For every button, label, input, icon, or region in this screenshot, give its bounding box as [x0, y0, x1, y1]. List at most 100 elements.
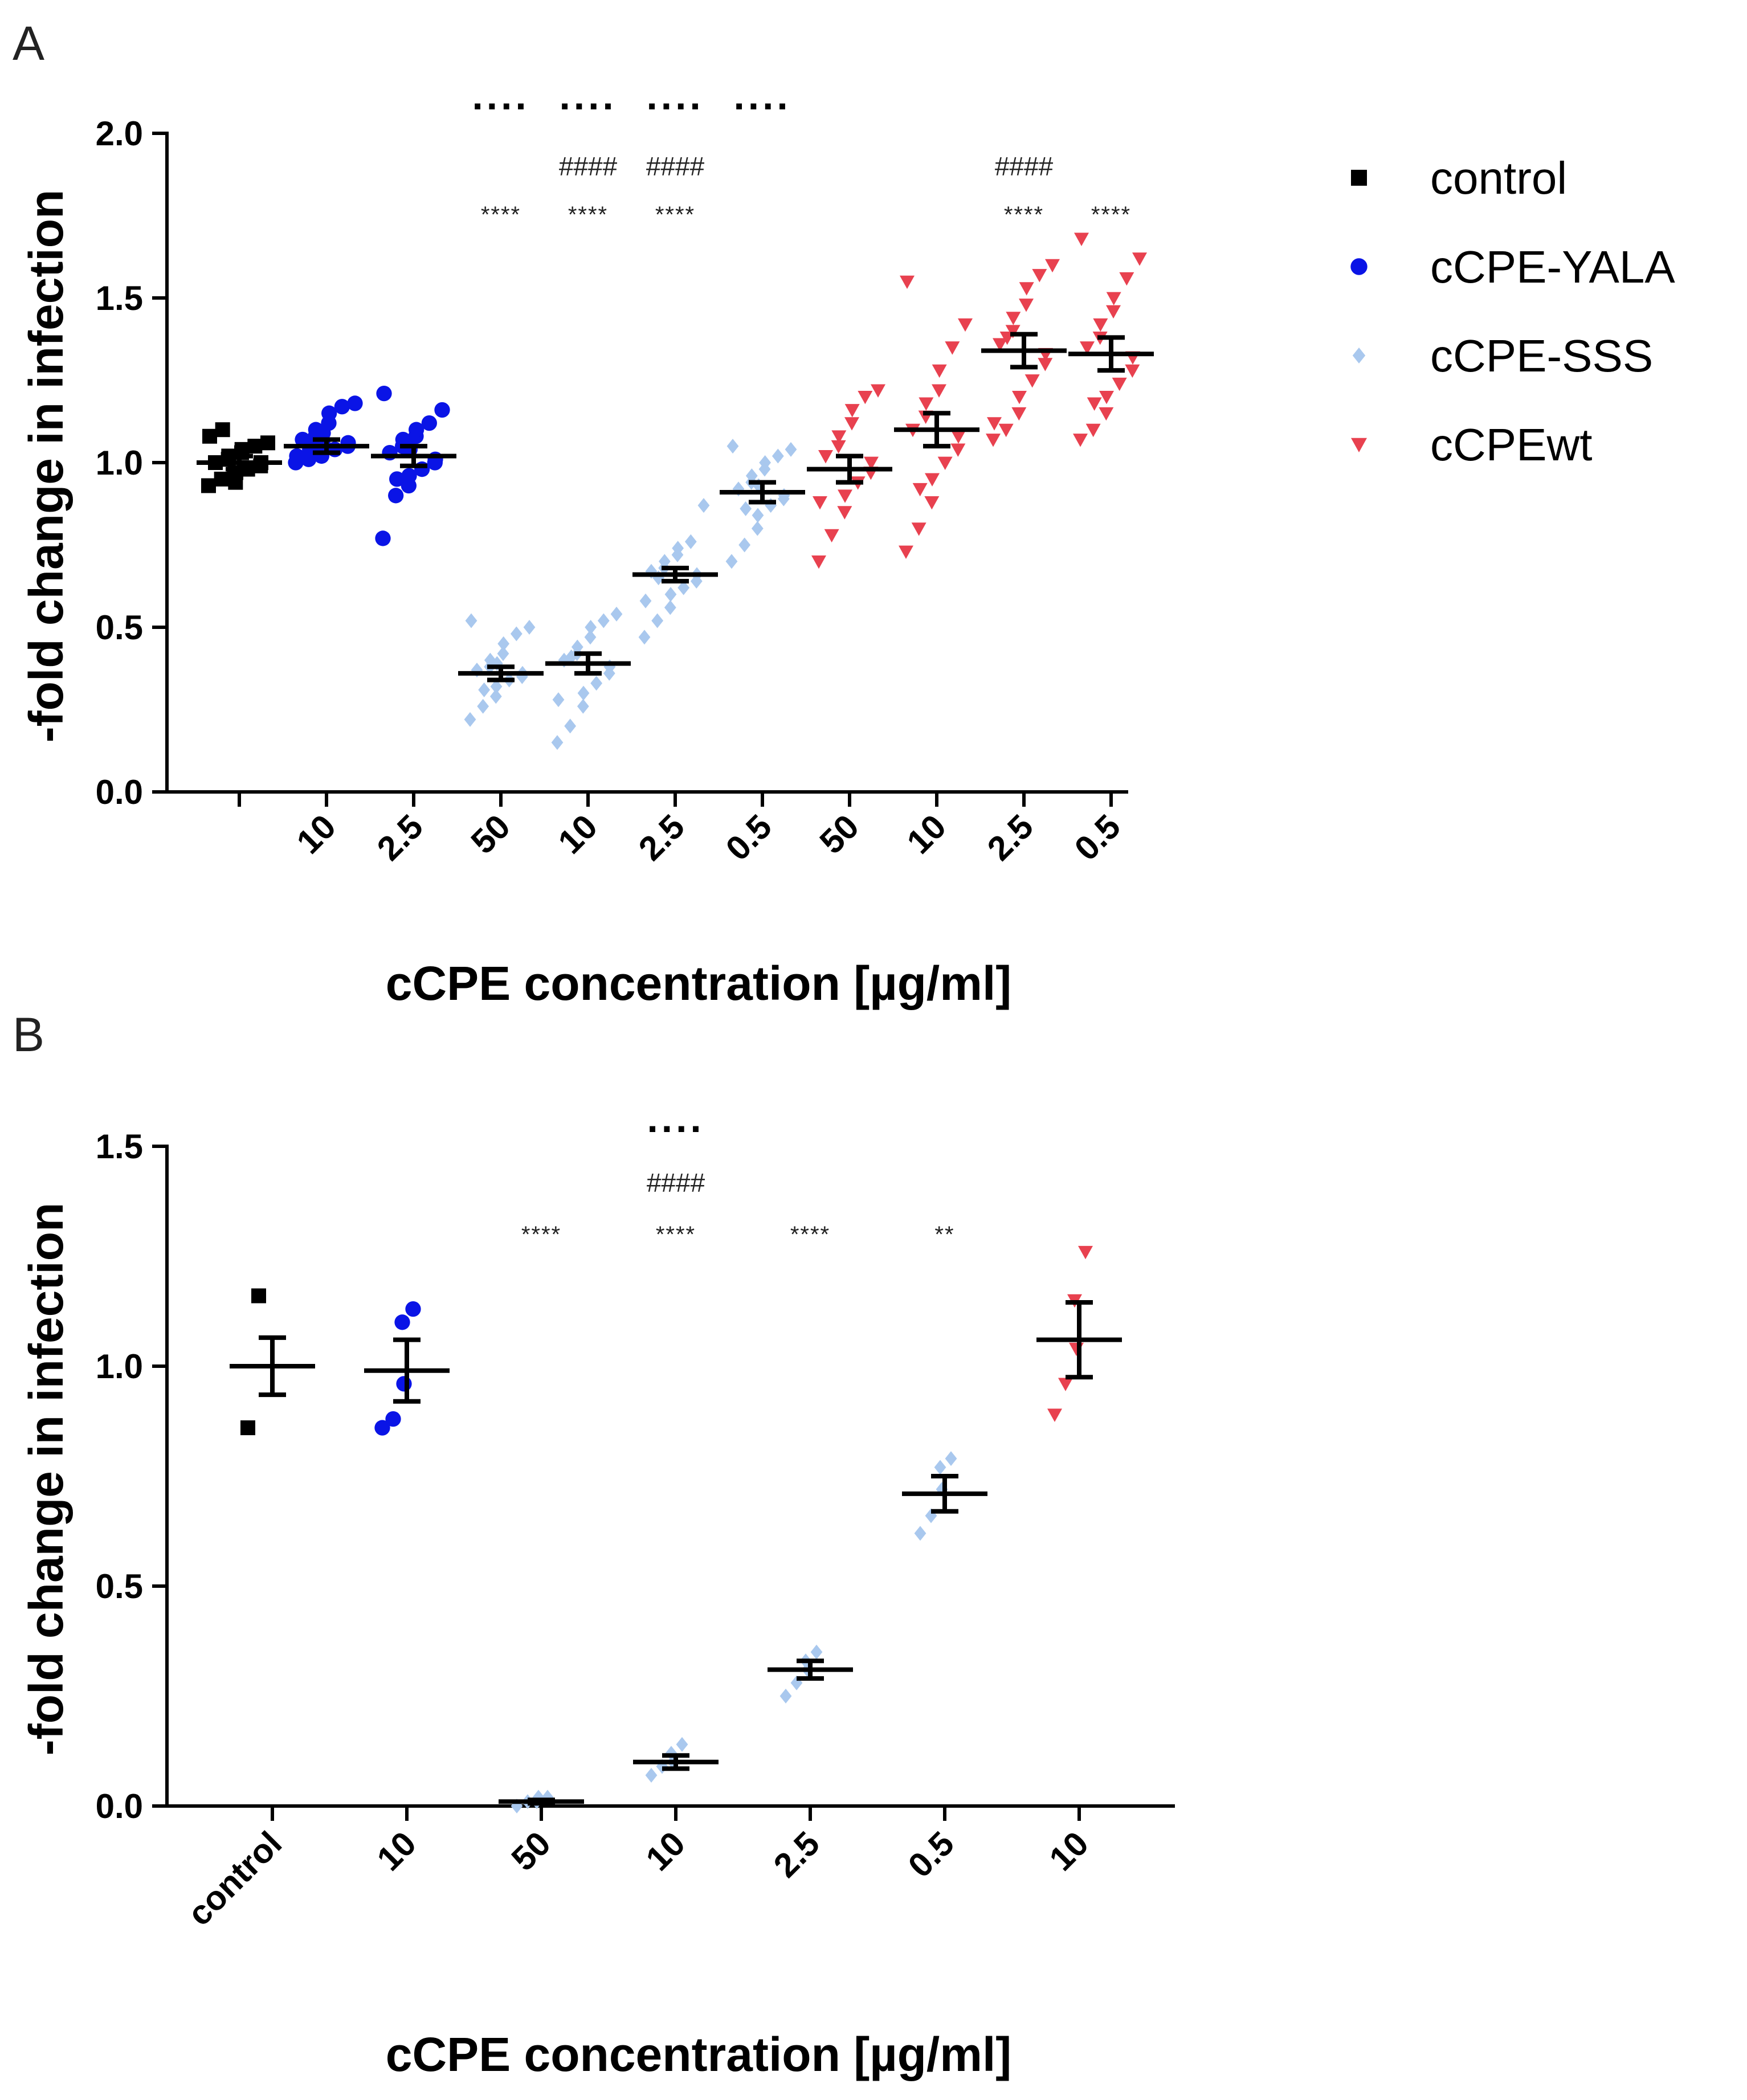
panel-a-annotations: **** ···· **** #### ···· **** #### ···· ···· ****… — [472, 84, 1130, 227]
panel-a-data-point — [1038, 358, 1053, 371]
panel-a-data-point — [677, 580, 690, 595]
panel-a-data-point — [900, 275, 915, 289]
panel-a-data-point — [585, 620, 597, 635]
panel-a-data-point — [565, 649, 578, 665]
legend-label: cCPEwt — [1430, 419, 1593, 470]
panel-a-significance-hash: #### — [995, 152, 1054, 181]
legend-label: control — [1430, 153, 1567, 203]
legend-label: cCPE-SSS — [1430, 330, 1653, 381]
panel-a-data-point — [1132, 252, 1147, 266]
panel-a-data-point — [912, 483, 928, 497]
panel-a-data-point — [1099, 391, 1114, 405]
panel-a-data-point — [214, 471, 229, 487]
panel-a-data-point — [951, 430, 966, 444]
panel-b-data-point — [934, 1460, 946, 1475]
panel-a-data-point — [811, 555, 826, 569]
legend-marker — [1350, 258, 1368, 275]
panel-a-significance-dots: ···· — [472, 84, 529, 128]
legend-label: cCPE-YALA — [1430, 242, 1675, 292]
panel-a-data-point — [987, 417, 1002, 431]
panel-b-x-tick-label: 10 — [1042, 1824, 1096, 1878]
panel-a-significance-hash: #### — [646, 152, 705, 181]
panel-a-data-point — [672, 541, 684, 556]
panel-a-data-point — [813, 496, 827, 510]
panel-a-data-point — [375, 530, 391, 546]
panel-a-significance-stars: **** — [481, 202, 521, 227]
panel-a-x-tick-label: 2.5 — [980, 807, 1040, 868]
panel-a-significance-stars: **** — [1004, 202, 1044, 227]
panel-b-data-point — [405, 1301, 421, 1317]
panel-b-data-point — [1069, 1342, 1084, 1357]
panel-a-data-point — [1099, 407, 1114, 421]
panel-a-data-point — [215, 422, 230, 438]
panel-a-data-point — [434, 402, 450, 418]
panel-a-data-point — [490, 679, 503, 694]
panel-b-data-point — [1047, 1408, 1062, 1422]
panel-a-data-point — [911, 522, 926, 536]
panel-a-x-tick-label: 10 — [900, 807, 954, 861]
panel-b-significance-stars: **** — [656, 1222, 696, 1247]
panel-a-y-axis-title: -fold change in infection — [19, 190, 73, 743]
panel-a-data-point — [725, 554, 738, 569]
panel-b-annotations: **** ****####····**** ** — [521, 1106, 954, 1247]
panel-a-data-point — [510, 626, 523, 642]
panel-b-data-point — [240, 1420, 255, 1436]
panel-a-data-point — [664, 600, 676, 615]
panel-b-y-axis-title: -fold change in infection — [19, 1203, 73, 1756]
panel-a-data-point — [1106, 292, 1121, 305]
legend-marker — [1352, 348, 1366, 363]
panel-a-data-point — [247, 439, 263, 454]
panel-a-data-point — [1019, 299, 1034, 312]
panel-a-x-tick-label: 10 — [289, 807, 344, 861]
panel-label-b: B — [13, 1008, 44, 1061]
panel-label-a: A — [13, 17, 44, 70]
panel-a-data-point — [932, 384, 946, 398]
panel-a-data-point — [1093, 318, 1108, 332]
panel-b-data-point — [1058, 1378, 1073, 1391]
panel-a-data-point — [347, 395, 363, 411]
panel-a-data-point — [986, 434, 1001, 447]
panel-a-data-point — [745, 468, 758, 484]
panel-a-significance-hash: #### — [559, 152, 618, 181]
panel-a-data-point — [759, 455, 772, 470]
panel-a-data-point — [864, 456, 879, 470]
panel-a-data-point — [1085, 423, 1101, 438]
panel-b-x-tick-label: 10 — [370, 1824, 424, 1878]
panel-b-data-point — [394, 1314, 410, 1330]
panel-b-data-point — [385, 1411, 401, 1427]
panel-b-data-point — [1078, 1245, 1093, 1260]
panel-a-data-point — [1012, 391, 1027, 405]
panel-a-x-tick-label: 0.5 — [1067, 807, 1128, 868]
panel-b-data-point — [396, 1376, 412, 1392]
panel-a-data-point — [571, 639, 583, 655]
panel-a-x-tick-label: 10 — [551, 807, 605, 861]
panel-b-significance-stars: ** — [934, 1222, 954, 1247]
panel-b-y-tick-label: 1.0 — [96, 1347, 143, 1386]
panel-b-data-point — [945, 1451, 957, 1466]
panel-a-data-point — [551, 735, 564, 750]
panel-a-y-tick-label: 0.0 — [96, 773, 143, 811]
legend-marker — [1351, 438, 1367, 452]
panel-a-data-point — [818, 450, 833, 464]
panel-a-significance-dots: ···· — [646, 84, 704, 128]
panel-a-x-axis-title: cCPE concentration [µg/ml] — [386, 957, 1012, 1010]
panel-a-data-point — [1011, 407, 1027, 421]
panel-a-data-point — [1112, 377, 1127, 391]
panel-a-data-point — [201, 478, 216, 493]
panel-a-data-point — [937, 456, 953, 470]
panel-a-data-point — [564, 718, 577, 734]
panel-a-data-point — [489, 689, 502, 704]
panel-a-significance-stars: **** — [568, 202, 608, 227]
panel-b-y-tick-label: 0.0 — [96, 1787, 143, 1825]
panel-a-data-point — [651, 613, 664, 628]
panel-a-data-point — [752, 508, 764, 523]
panel-a-data-point — [831, 440, 846, 454]
panel-a-data-point — [785, 442, 797, 457]
panel-a-data-point — [1087, 397, 1102, 411]
panel-b-x-tick-label: 10 — [639, 1824, 693, 1878]
panel-b-significance-stars: **** — [790, 1222, 830, 1247]
panel-b-data-point — [251, 1288, 266, 1304]
panel-b-x-axis-title: cCPE concentration [µg/ml] — [386, 2028, 1012, 2081]
